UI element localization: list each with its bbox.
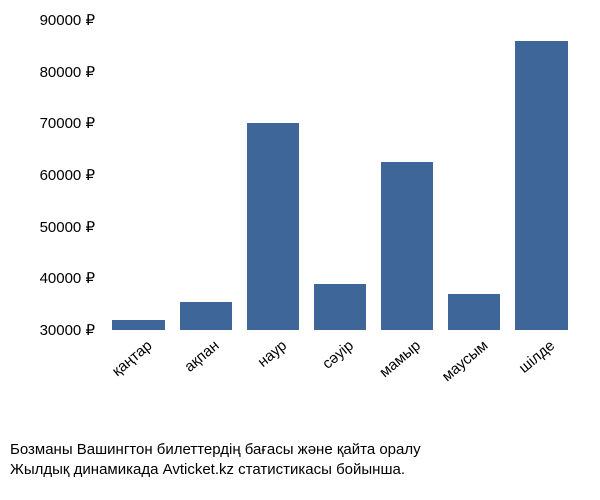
y-tick-label: 40000 ₽ [40,269,95,287]
x-tick-label: қаңтар [108,337,155,380]
y-tick-label: 70000 ₽ [40,114,95,132]
x-tick-label: ақпан [181,337,222,376]
x-tick-label: наур [254,337,290,371]
x-axis: қаңтар ақпан наур сәуір мамыр маусым шілде [105,333,575,413]
y-tick-label: 50000 ₽ [40,218,95,236]
caption-line-1: Бозманы Вашингтон билеттердің бағасы жән… [10,440,590,460]
bar [515,41,567,330]
bar [112,320,164,330]
plot-area [105,20,575,330]
chart-container: 30000 ₽ 40000 ₽ 50000 ₽ 60000 ₽ 70000 ₽ 80000… [10,15,590,415]
bar [381,162,433,330]
y-tick-label: 60000 ₽ [40,166,95,184]
caption-line-2: Жылдық динамикада Avticket.kz статистика… [10,460,590,480]
x-tick-label: мамыр [376,337,424,381]
chart-caption: Бозманы Вашингтон билеттердің бағасы жән… [10,440,590,481]
bar [314,284,366,331]
bar [180,302,232,330]
y-tick-label: 30000 ₽ [40,321,95,339]
bar [448,294,500,330]
y-tick-label: 90000 ₽ [40,11,95,29]
x-tick-label: шілде [516,337,559,377]
y-tick-label: 80000 ₽ [40,63,95,81]
bar [247,123,299,330]
x-tick-label: сәуір [319,337,357,373]
x-tick-label: маусым [439,337,492,385]
y-axis: 30000 ₽40000 ₽50000 ₽60000 ₽70000 ₽80000… [10,15,100,335]
